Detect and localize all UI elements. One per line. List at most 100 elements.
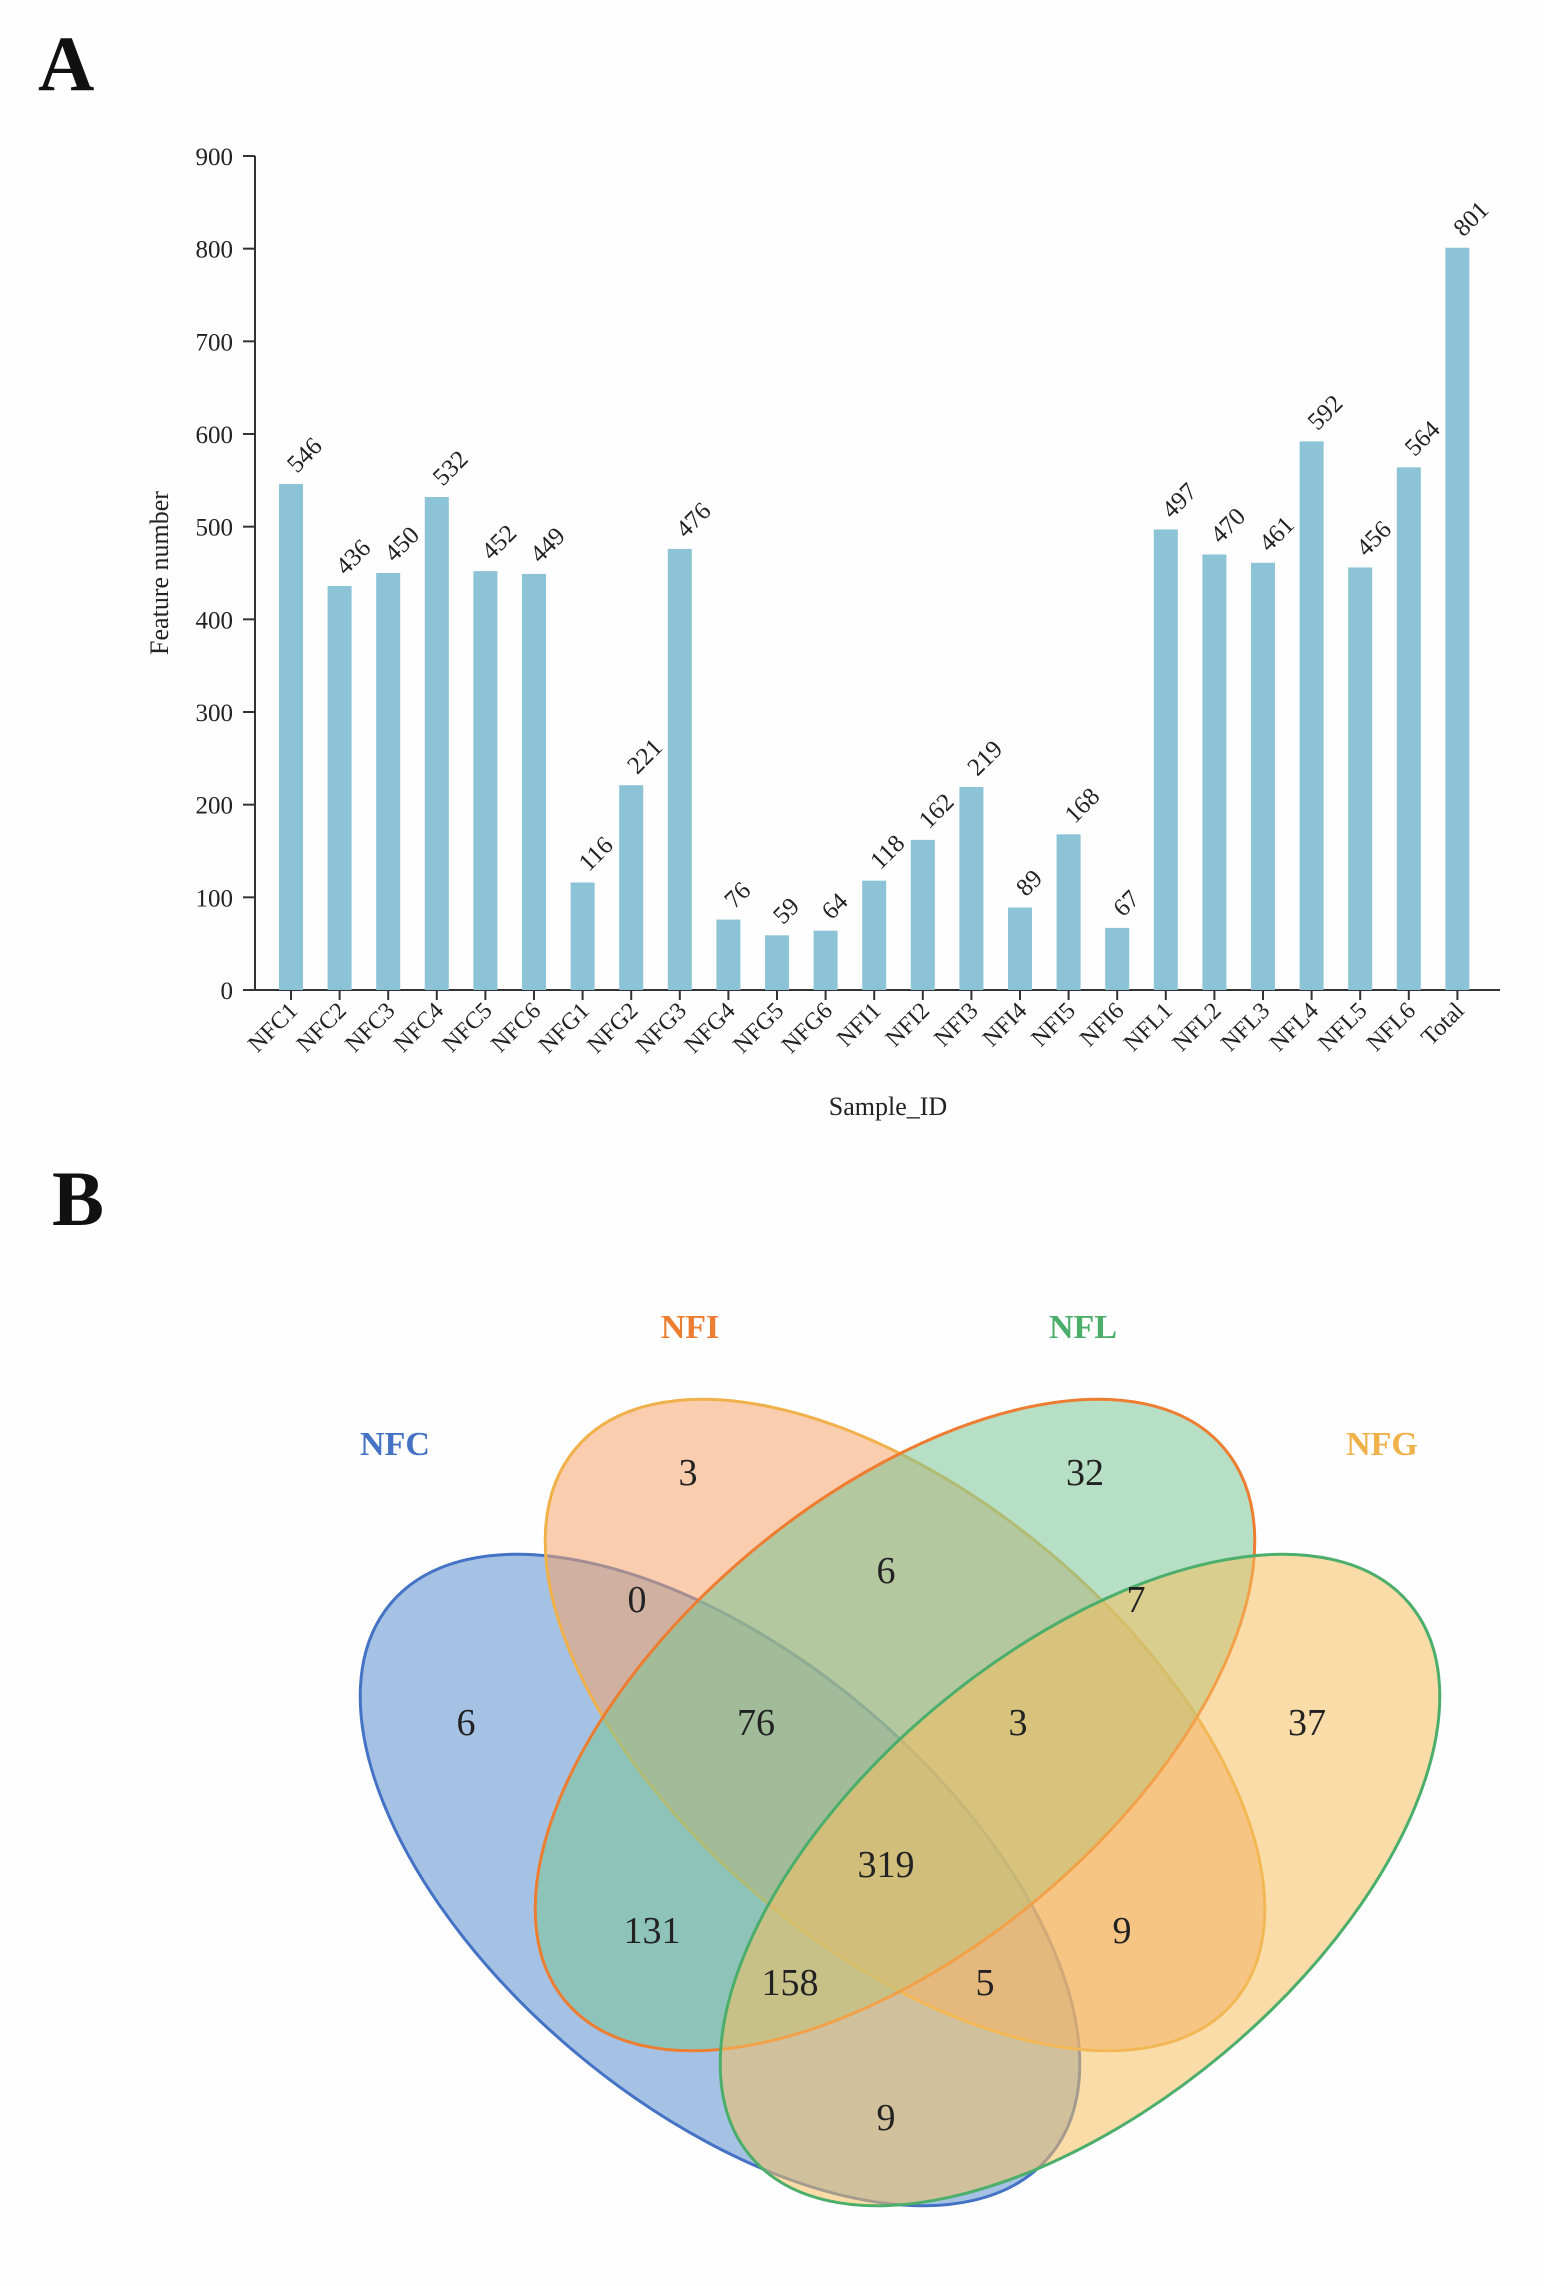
x-tick-label: NFI1 [832, 998, 886, 1052]
bar-nfl4 [1299, 441, 1324, 990]
x-tick-label: NFC5 [438, 998, 498, 1058]
bar-value-label: 436 [331, 535, 377, 581]
x-tick-label: NFG2 [583, 998, 644, 1059]
bar-value-label: 456 [1351, 516, 1397, 562]
bar-nfg4 [716, 919, 741, 990]
bar-nfi4 [1008, 907, 1032, 990]
bar-value-label: 461 [1254, 511, 1300, 557]
y-tick-label: 700 [196, 329, 234, 356]
venn-region-nfi-nfl-nfg: 3 [1009, 1702, 1028, 1744]
bar-value-label: 532 [428, 446, 474, 492]
venn-region-nfi-only: 3 [679, 1452, 698, 1494]
bar-value-label: 221 [622, 734, 668, 780]
bar-value-label: 59 [768, 893, 805, 930]
venn-region-nfc-only: 6 [457, 1702, 476, 1744]
bar-nfl1 [1153, 529, 1178, 990]
x-tick-label: NFC3 [341, 998, 401, 1058]
bar-value-label: 219 [963, 736, 1009, 782]
bar-value-label: 118 [865, 830, 910, 875]
bar-nfc2 [327, 585, 352, 990]
bar-nfg2 [619, 785, 644, 990]
venn-region-nfc-nfg: 9 [877, 2097, 896, 2139]
venn-region-nfc-nfl-nfg: 158 [762, 1962, 819, 2004]
bar-nfc3 [376, 573, 401, 990]
x-tick-label: NFL1 [1119, 998, 1178, 1057]
y-tick-label: 100 [196, 885, 234, 912]
x-tick-label: NFG1 [534, 998, 595, 1059]
bar-nfg3 [667, 548, 692, 990]
venn-region-nfc-nfi-nfl: 76 [737, 1702, 775, 1744]
bar-nfg5 [765, 935, 789, 990]
venn-region-nfg-only: 37 [1288, 1702, 1326, 1744]
bar-nfg6 [813, 930, 838, 990]
y-axis-label: Feature number [145, 491, 174, 655]
bar-value-label: 67 [1108, 885, 1145, 922]
bar-nfl5 [1348, 567, 1373, 990]
y-tick-label: 400 [196, 607, 234, 634]
x-tick-label: NFI2 [881, 998, 935, 1052]
bar-value-label: 168 [1060, 783, 1106, 829]
bar-value-label: 592 [1303, 390, 1349, 436]
x-tick-label: NFI4 [978, 998, 1032, 1052]
x-tick-label: NFC1 [243, 998, 303, 1058]
bar-nfg1 [570, 882, 595, 990]
venn-region-all: 319 [858, 1844, 915, 1886]
bar-nfc5 [473, 571, 498, 990]
bar-value-label: 470 [1206, 503, 1252, 549]
x-tick-label: NFG4 [680, 998, 741, 1059]
venn-region-nfc-nfl: 131 [624, 1910, 681, 1952]
bar-value-label: 450 [379, 522, 425, 568]
bar-value-label: 564 [1400, 416, 1446, 462]
venn-region-nfc-nfi: 0 [628, 1579, 647, 1621]
bar-nfl3 [1251, 562, 1275, 990]
venn-set-label-nfc: NFC [360, 1426, 430, 1463]
x-tick-label: NFI6 [1075, 998, 1129, 1052]
x-axis-label: Sample_ID [829, 1092, 947, 1121]
bar-value-label: 452 [477, 520, 523, 566]
y-tick-label: 600 [196, 422, 234, 449]
panel-letter-a: A [38, 20, 94, 107]
x-tick-labels: NFC1NFC2NFC3NFC4NFC5NFC6NFG1NFG2NFG3NFG4… [243, 990, 1470, 1059]
y-ticks: 0 100 200 300 400 500 600 700 800 900 [196, 144, 255, 1005]
bar-value-label: 76 [720, 877, 757, 914]
venn-set-label-nfl: NFL [1049, 1309, 1117, 1346]
bar-nfi1 [862, 880, 887, 990]
bar-nfl6 [1396, 467, 1421, 990]
bar-value-label: 162 [914, 789, 960, 835]
bar-nfi2 [910, 839, 935, 990]
y-tick-label: 800 [196, 237, 234, 264]
y-tick-label: 200 [196, 793, 234, 820]
bars [279, 247, 1470, 991]
bar-value-label: 476 [671, 498, 717, 544]
bar-nfl2 [1202, 554, 1227, 990]
x-tick-label: NFL6 [1362, 998, 1421, 1057]
panel-letter-b: B [52, 1155, 104, 1242]
bar-nfc4 [424, 497, 449, 990]
x-tick-label: NFG5 [728, 998, 789, 1059]
bar-value-label: 546 [282, 433, 328, 479]
venn-ellipse-nfg [718, 1552, 1442, 2208]
venn-diagram: NFC NFI NFL NFG 6 3 32 37 0 6 7 76 3 319… [358, 1309, 1442, 2208]
venn-region-nfc-nfi-nfg: 5 [976, 1962, 995, 2004]
y-tick-label: 500 [196, 515, 234, 542]
x-tick-label: NFC2 [292, 998, 352, 1058]
x-tick-label: NFL3 [1216, 998, 1275, 1057]
venn-region-nfl-nfg: 7 [1127, 1579, 1146, 1621]
bar-value-label: 801 [1449, 196, 1495, 242]
venn-set-label-nfi: NFI [661, 1309, 720, 1346]
bar-total [1445, 247, 1470, 991]
venn-region-nfl-only: 32 [1066, 1452, 1104, 1494]
bar-nfc6 [522, 573, 546, 990]
x-tick-label: Total [1417, 998, 1470, 1051]
bar-nfi6 [1105, 927, 1130, 990]
bar-value-label: 89 [1011, 865, 1048, 902]
y-tick-label: 300 [196, 700, 234, 727]
x-tick-label: NFG3 [631, 998, 692, 1059]
y-tick-label: 900 [196, 144, 234, 171]
x-tick-label: NFL5 [1314, 998, 1373, 1057]
bar-value-label: 497 [1157, 478, 1203, 524]
x-tick-label: NFL4 [1265, 998, 1324, 1057]
bar-nfc1 [279, 484, 303, 990]
bar-value-label: 116 [574, 832, 619, 877]
